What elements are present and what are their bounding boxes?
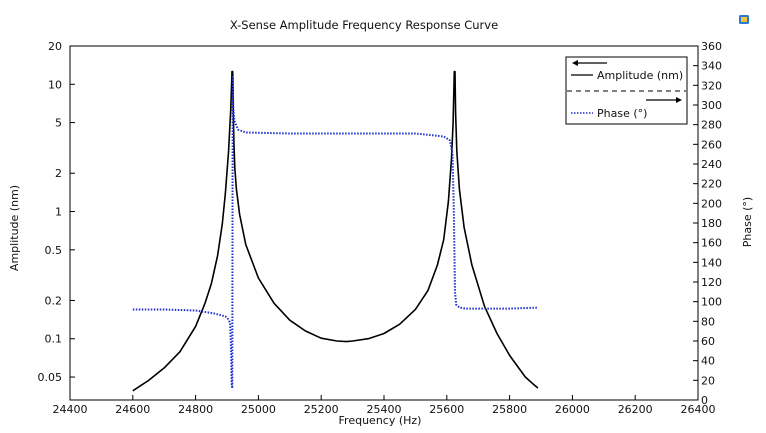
right-tick-label: 340 — [701, 60, 722, 73]
x-tick-label: 24800 — [178, 403, 213, 416]
x-tick-label: 24400 — [53, 403, 88, 416]
right-tick-label: 100 — [701, 296, 722, 309]
x-tick-label: 25600 — [429, 403, 464, 416]
right-tick-label: 20 — [701, 374, 715, 387]
legend-label-phase: Phase (°) — [597, 107, 647, 120]
left-tick-label: 0.5 — [45, 244, 63, 257]
left-tick-label: 1 — [55, 206, 62, 219]
x-tick-label: 25000 — [241, 403, 276, 416]
right-tick-label: 320 — [701, 79, 722, 92]
right-tick-label: 180 — [701, 217, 722, 230]
right-axis-label: Phase (°) — [741, 197, 754, 247]
right-tick-label: 160 — [701, 237, 722, 250]
phase-line — [132, 74, 538, 390]
left-tick-label: 0.05 — [38, 371, 63, 384]
right-tick-label: 120 — [701, 276, 722, 289]
x-axis-label: Frequency (Hz) — [339, 414, 422, 427]
right-tick-label: 260 — [701, 138, 722, 151]
legend-label-amplitude: Amplitude (nm) — [597, 69, 683, 82]
right-tick-label: 280 — [701, 119, 722, 132]
left-tick-label: 10 — [48, 78, 62, 91]
x-tick-label: 25400 — [367, 403, 402, 416]
left-tick-label: 0.1 — [45, 333, 63, 346]
x-tick-label: 24600 — [115, 403, 150, 416]
right-tick-label: 200 — [701, 197, 722, 210]
right-tick-label: 40 — [701, 355, 715, 368]
chart-title: X-Sense Amplitude Frequency Response Cur… — [230, 18, 498, 32]
legend: Amplitude (nm) Phase (°) — [565, 56, 688, 125]
left-tick-label: 2 — [55, 167, 62, 180]
right-tick-label: 0 — [701, 394, 708, 407]
right-tick-label: 300 — [701, 99, 722, 112]
right-tick-label: 80 — [701, 315, 715, 328]
left-tick-label: 20 — [48, 40, 62, 53]
x-axis-ticks: 24400 24600 24800 25000 25200 25400 25600 25800… — [53, 395, 716, 416]
right-tick-label: 140 — [701, 256, 722, 269]
left-axis-ticks: 0.05 0.1 0.2 0.5 1 2 5 10 20 — [38, 40, 75, 384]
x-tick-label: 25800 — [492, 403, 527, 416]
left-tick-label: 0.2 — [45, 294, 63, 307]
series-layer — [132, 70, 539, 392]
right-tick-label: 360 — [701, 40, 722, 53]
x-tick-label: 25200 — [304, 403, 339, 416]
left-tick-label: 5 — [55, 117, 62, 130]
toolbar-icon[interactable] — [739, 15, 749, 24]
legend-right-arrowhead — [676, 97, 682, 103]
x-tick-label: 26400 — [681, 403, 716, 416]
left-axis-label: Amplitude (nm) — [8, 185, 21, 271]
right-tick-label: 220 — [701, 178, 722, 191]
legend-left-arrowhead — [572, 60, 578, 66]
right-tick-label: 60 — [701, 335, 715, 348]
x-tick-label: 26000 — [555, 403, 590, 416]
right-tick-label: 240 — [701, 158, 722, 171]
right-axis-ticks: 0 20 40 60 80 100 120 140 160 180 200 220 240 260 280 3… — [693, 40, 722, 407]
x-tick-label: 26200 — [618, 403, 653, 416]
amplitude-line — [132, 70, 539, 392]
